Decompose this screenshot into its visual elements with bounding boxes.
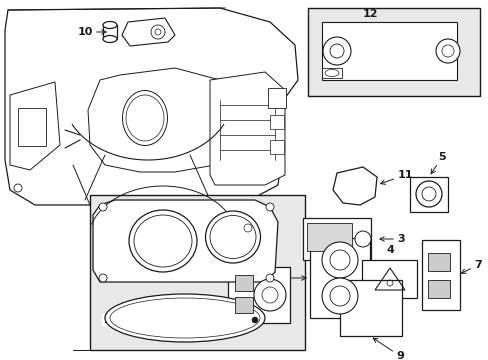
Circle shape bbox=[329, 250, 349, 270]
Text: 3: 3 bbox=[379, 234, 404, 244]
Text: 12: 12 bbox=[362, 9, 377, 19]
Ellipse shape bbox=[103, 36, 117, 42]
Bar bbox=[321, 22, 456, 80]
Text: 2: 2 bbox=[103, 315, 136, 325]
Bar bbox=[18, 108, 46, 146]
Circle shape bbox=[99, 203, 107, 211]
Circle shape bbox=[415, 181, 441, 207]
Text: 4: 4 bbox=[385, 245, 393, 255]
Circle shape bbox=[14, 184, 22, 192]
Circle shape bbox=[253, 279, 285, 311]
Circle shape bbox=[265, 274, 273, 282]
Bar bbox=[321, 68, 341, 78]
Ellipse shape bbox=[110, 298, 260, 338]
Polygon shape bbox=[5, 8, 297, 205]
Text: 9: 9 bbox=[372, 338, 403, 360]
Text: 7: 7 bbox=[461, 260, 481, 273]
Bar bbox=[421, 240, 459, 310]
Text: 11: 11 bbox=[380, 170, 412, 184]
Bar bbox=[235, 275, 252, 291]
Polygon shape bbox=[209, 72, 285, 185]
Circle shape bbox=[435, 39, 459, 63]
Polygon shape bbox=[10, 82, 60, 170]
Text: 8: 8 bbox=[236, 242, 255, 264]
Circle shape bbox=[329, 286, 349, 306]
Circle shape bbox=[99, 274, 107, 282]
Circle shape bbox=[321, 242, 357, 278]
Circle shape bbox=[262, 287, 278, 303]
Text: 5: 5 bbox=[430, 152, 445, 174]
Bar bbox=[267, 88, 285, 108]
Circle shape bbox=[321, 278, 357, 314]
Circle shape bbox=[155, 29, 161, 35]
Ellipse shape bbox=[134, 215, 192, 267]
Circle shape bbox=[354, 231, 370, 247]
Bar bbox=[269, 115, 284, 129]
Ellipse shape bbox=[325, 69, 338, 77]
Circle shape bbox=[251, 317, 258, 323]
Text: 6: 6 bbox=[278, 273, 305, 283]
Bar bbox=[90, 195, 305, 350]
Circle shape bbox=[244, 224, 251, 232]
Polygon shape bbox=[93, 200, 278, 282]
Text: 10: 10 bbox=[77, 27, 106, 37]
Circle shape bbox=[441, 45, 453, 57]
Circle shape bbox=[323, 37, 350, 65]
Text: 1: 1 bbox=[103, 236, 133, 246]
Bar bbox=[269, 140, 284, 154]
Bar bbox=[235, 297, 252, 313]
Circle shape bbox=[265, 203, 273, 211]
Ellipse shape bbox=[105, 294, 264, 342]
Ellipse shape bbox=[103, 22, 117, 28]
Circle shape bbox=[151, 25, 164, 39]
Bar bbox=[427, 280, 449, 298]
Polygon shape bbox=[88, 68, 235, 172]
Ellipse shape bbox=[205, 211, 260, 263]
Bar bbox=[227, 267, 289, 323]
Bar bbox=[409, 177, 447, 212]
Bar bbox=[339, 280, 401, 336]
Bar bbox=[309, 238, 369, 318]
Polygon shape bbox=[122, 18, 175, 46]
Circle shape bbox=[329, 44, 343, 58]
Polygon shape bbox=[332, 167, 376, 205]
Bar bbox=[361, 260, 416, 298]
Bar bbox=[303, 218, 370, 260]
Ellipse shape bbox=[209, 216, 256, 258]
Ellipse shape bbox=[129, 210, 197, 272]
Bar bbox=[307, 8, 479, 96]
Circle shape bbox=[421, 187, 435, 201]
Bar bbox=[427, 253, 449, 271]
Bar bbox=[306, 223, 351, 251]
